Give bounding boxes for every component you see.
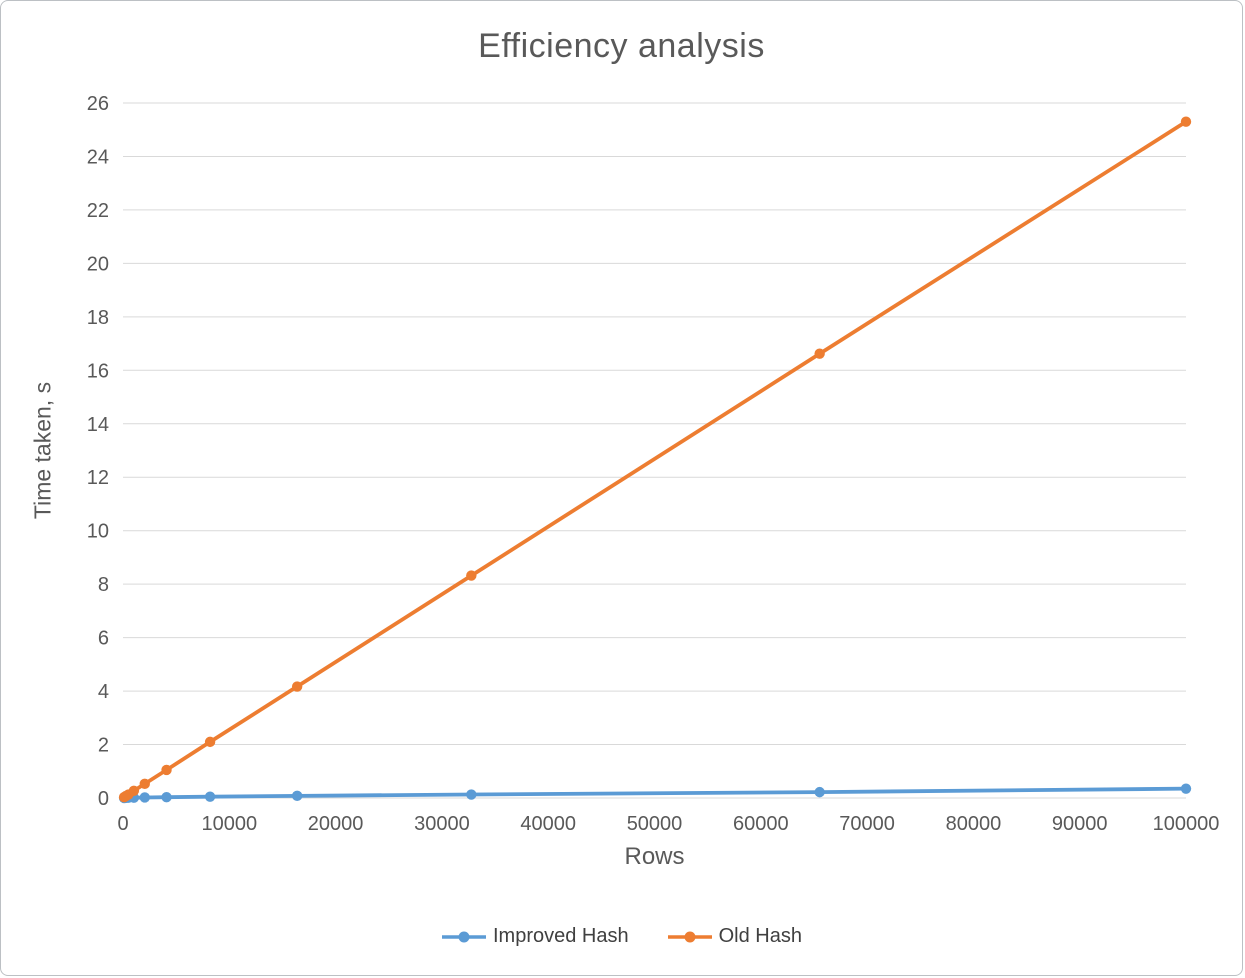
legend: Improved Hash Old Hash (1, 925, 1242, 948)
svg-text:100000: 100000 (1153, 813, 1220, 835)
svg-text:0: 0 (98, 788, 109, 810)
svg-text:26: 26 (87, 93, 109, 115)
chart-title: Efficiency analysis (478, 27, 765, 65)
x-axis-title: Rows (624, 843, 685, 870)
legend-item: Improved Hash (441, 925, 629, 948)
svg-text:30000: 30000 (414, 813, 470, 835)
svg-text:20000: 20000 (308, 813, 364, 835)
svg-text:40000: 40000 (520, 813, 576, 835)
svg-text:60000: 60000 (733, 813, 789, 835)
svg-text:6: 6 (98, 628, 109, 650)
svg-text:4: 4 (98, 681, 109, 703)
svg-text:12: 12 (87, 467, 109, 489)
svg-text:8: 8 (98, 574, 109, 596)
legend-label: Old Hash (718, 925, 802, 947)
svg-text:2: 2 (98, 735, 109, 757)
y-axis-title: Time taken, s (29, 381, 56, 520)
svg-text:80000: 80000 (946, 813, 1002, 835)
svg-text:50000: 50000 (627, 813, 683, 835)
improved-hash-line-marker-icon (442, 931, 486, 942)
legend-label: Improved Hash (493, 925, 629, 947)
svg-text:22: 22 (87, 200, 109, 222)
svg-text:10: 10 (87, 521, 109, 543)
svg-text:90000: 90000 (1052, 813, 1108, 835)
svg-text:14: 14 (87, 414, 109, 436)
svg-text:24: 24 (87, 146, 109, 168)
svg-text:16: 16 (87, 360, 109, 382)
svg-text:18: 18 (87, 307, 109, 329)
old-hash-line-marker-icon (667, 931, 712, 942)
svg-text:20: 20 (87, 253, 109, 275)
svg-text:10000: 10000 (201, 813, 257, 835)
svg-text:70000: 70000 (839, 813, 895, 835)
svg-text:0: 0 (117, 813, 128, 835)
legend-item: Old Hash (667, 925, 802, 948)
